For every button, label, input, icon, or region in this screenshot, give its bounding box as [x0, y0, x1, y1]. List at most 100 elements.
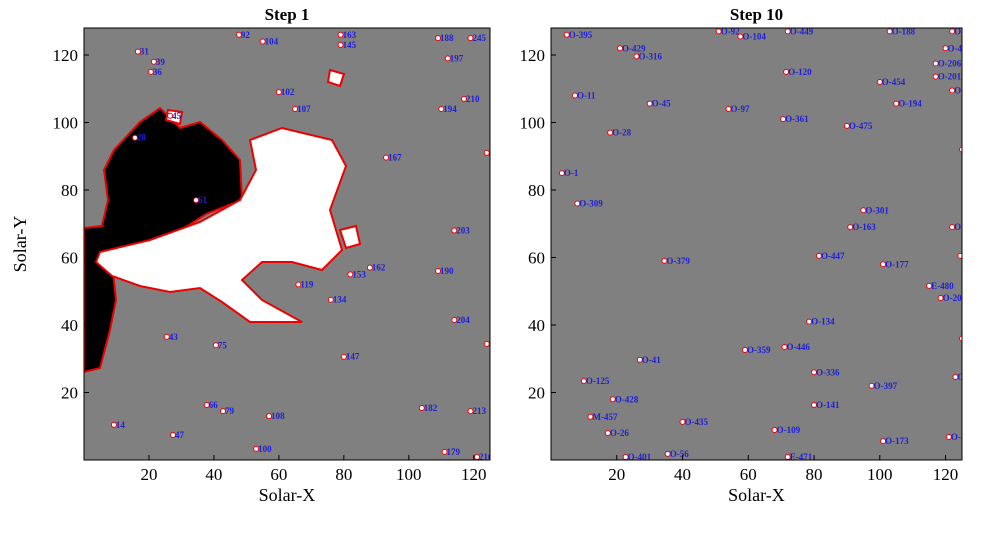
- x-tick-label: 100: [867, 465, 893, 484]
- region-label: O-134: [811, 317, 835, 327]
- x-tick-label: 20: [140, 465, 157, 484]
- region-label: O-109: [777, 425, 801, 435]
- region-marker: [366, 264, 373, 271]
- region-marker: [942, 45, 949, 52]
- region-marker: [212, 342, 219, 349]
- region-marker: [636, 356, 643, 363]
- y-tick-label: 40: [61, 316, 78, 335]
- region-marker: [266, 413, 273, 420]
- region-label: O-201: [938, 72, 962, 82]
- region-label: O-401: [628, 452, 652, 462]
- region-marker: [806, 318, 813, 325]
- region-marker: [604, 430, 611, 436]
- region-label: 162: [372, 263, 386, 273]
- region-marker: [220, 408, 227, 415]
- region-marker: [949, 87, 956, 94]
- region-label: 210: [466, 94, 480, 104]
- region-marker: [163, 333, 170, 340]
- region-marker: [959, 146, 962, 153]
- region-label: O-395: [569, 30, 593, 40]
- region-marker: [337, 41, 344, 48]
- region-marker: [949, 28, 956, 35]
- region-marker: [340, 353, 347, 360]
- region-label: O-188: [892, 26, 916, 36]
- x-tick-label: 120: [461, 465, 487, 484]
- region-label: 167: [388, 153, 402, 163]
- region-label: O-301: [865, 205, 889, 215]
- region-marker: [949, 224, 956, 231]
- region-label: 104: [265, 37, 279, 47]
- region-marker: [926, 282, 933, 289]
- region-marker: [467, 408, 474, 415]
- chart-title: Step 1: [265, 5, 310, 24]
- region-label: O-449: [790, 26, 814, 36]
- region-label: 43: [169, 332, 179, 342]
- x-tick-label: 80: [806, 465, 823, 484]
- region-marker: [880, 261, 887, 268]
- region-marker: [580, 378, 587, 385]
- region-marker: [783, 68, 790, 75]
- region-label: 197: [450, 53, 464, 63]
- region-label: O-435: [685, 417, 709, 427]
- region-marker: [932, 73, 939, 80]
- region-label: 216: [479, 452, 493, 462]
- region-label: O-208: [943, 293, 967, 303]
- region-marker: [679, 418, 686, 425]
- region-label: 230: [489, 339, 503, 349]
- region-label: 102: [281, 87, 295, 97]
- region-label: O-125: [586, 376, 610, 386]
- region-marker: [474, 453, 481, 460]
- region-label: 245: [473, 33, 487, 43]
- region-label: O-215: [954, 26, 978, 36]
- region-marker: [932, 60, 939, 67]
- region-marker: [147, 68, 154, 75]
- region-marker: [467, 35, 474, 42]
- region-marker: [347, 271, 354, 278]
- region-label: 194: [443, 104, 457, 114]
- region-marker: [337, 31, 344, 38]
- y-tick-label: 80: [61, 181, 78, 200]
- region-label: O-429: [622, 43, 646, 53]
- region-marker: [737, 33, 744, 40]
- region-label: O-309: [579, 199, 603, 209]
- region-marker: [572, 92, 579, 99]
- x-tick-label: 60: [740, 465, 757, 484]
- region-marker: [418, 405, 425, 412]
- region-marker: [945, 434, 952, 441]
- region-label: O-361: [785, 114, 809, 124]
- region-label: O-163: [852, 222, 876, 232]
- region-label: O-417: [948, 43, 972, 53]
- x-tick-label: 80: [335, 465, 352, 484]
- region-label: O-379: [666, 256, 690, 266]
- region-marker: [574, 200, 581, 207]
- region-label: O-1: [564, 168, 579, 178]
- region-marker: [609, 396, 616, 403]
- region-label: 108: [271, 411, 285, 421]
- region-marker: [811, 401, 818, 408]
- y-tick-label: 100: [520, 114, 546, 133]
- region-label: 203: [456, 226, 470, 236]
- region-label: 153: [352, 269, 366, 279]
- region-label: O-28: [612, 128, 631, 138]
- region-marker: [781, 343, 788, 350]
- region-label: 61: [198, 195, 208, 205]
- x-tick-label: 20: [608, 465, 625, 484]
- region-marker: [661, 257, 668, 264]
- region-label: O-373: [964, 145, 984, 155]
- region-marker: [952, 373, 959, 380]
- region-marker: [622, 453, 629, 460]
- region-label: O-41: [642, 355, 661, 365]
- region-label: 179: [447, 447, 461, 457]
- region-label: O-447: [821, 251, 845, 261]
- region-label: 75: [218, 340, 228, 350]
- region-label: 39: [156, 57, 166, 67]
- region-marker: [563, 31, 570, 38]
- region-label: O-359: [747, 345, 771, 355]
- region-label: O-56: [670, 449, 689, 459]
- region-marker: [784, 28, 791, 35]
- region-marker: [292, 106, 299, 112]
- axes-frame: [83, 27, 491, 461]
